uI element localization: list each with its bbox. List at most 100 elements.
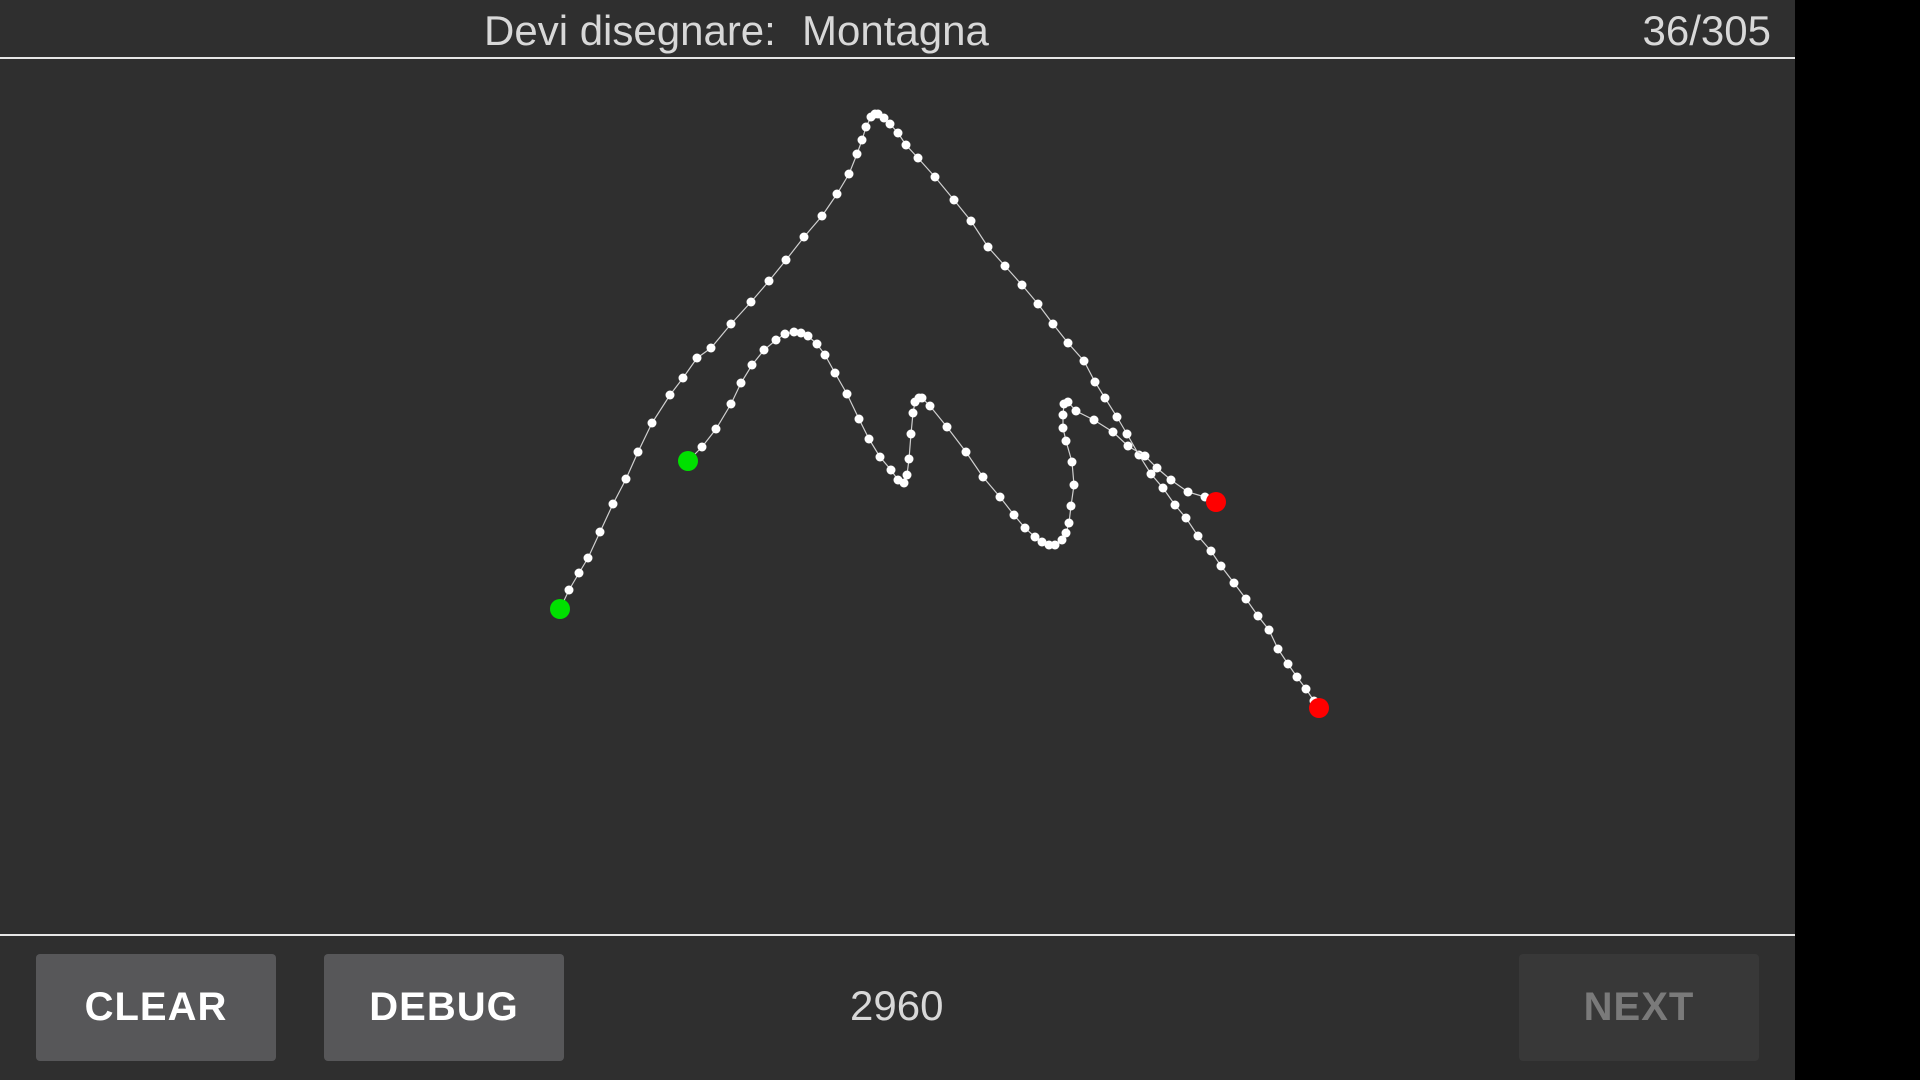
- stroke-point: [736, 378, 746, 388]
- stroke-point: [647, 418, 657, 428]
- stroke-point: [902, 470, 912, 480]
- stroke-point: [678, 373, 688, 383]
- stroke-point: [832, 189, 842, 199]
- stroke-point: [1112, 412, 1122, 422]
- stroke-point: [1067, 457, 1077, 467]
- stroke-point: [906, 429, 916, 439]
- stroke-point: [830, 368, 840, 378]
- stroke-point: [771, 335, 781, 345]
- stroke-point: [621, 474, 631, 484]
- stroke-point: [583, 553, 593, 563]
- stroke-point: [1069, 480, 1079, 490]
- stroke-point: [1181, 513, 1191, 523]
- stroke-point: [893, 128, 903, 138]
- stroke-start-point: [550, 599, 570, 619]
- stroke-point: [917, 393, 927, 403]
- stroke-point: [1264, 625, 1274, 635]
- stroke-point: [1061, 436, 1071, 446]
- stroke-point: [875, 452, 885, 462]
- stroke-point: [1090, 377, 1100, 387]
- stroke-point: [1033, 299, 1043, 309]
- stroke-point: [781, 255, 791, 265]
- stroke-point: [726, 399, 736, 409]
- stroke-point: [844, 169, 854, 179]
- black-side-strip: [1795, 0, 1920, 1080]
- stroke-point: [930, 172, 940, 182]
- stroke-point: [692, 353, 702, 363]
- stroke-point: [1050, 540, 1060, 550]
- toolbar-divider: [0, 934, 1795, 936]
- stroke-point: [1063, 338, 1073, 348]
- stroke-point: [1152, 463, 1162, 473]
- stroke-point: [1123, 441, 1133, 451]
- stroke-end-point: [1206, 492, 1226, 512]
- stroke-point: [901, 140, 911, 150]
- stroke-point: [1292, 672, 1302, 682]
- stroke-point: [966, 216, 976, 226]
- stroke-point: [574, 568, 584, 578]
- stroke-point: [1146, 469, 1156, 479]
- stroke-point: [1283, 659, 1293, 669]
- stroke-point: [803, 331, 813, 341]
- stroke-point: [726, 319, 736, 329]
- stroke-point: [759, 345, 769, 355]
- stroke-point: [665, 390, 675, 400]
- stroke-point: [1183, 487, 1193, 497]
- drawing-canvas[interactable]: [0, 59, 1795, 934]
- inner-mountain-stroke: [678, 327, 1226, 550]
- stroke-point: [1066, 501, 1076, 511]
- stroke-point: [1273, 644, 1283, 654]
- stroke-point: [764, 276, 774, 286]
- stroke-point: [864, 434, 874, 444]
- drawing-app-screen: Devi disegnare: Montagna 36/305 CLEAR DE…: [0, 0, 1795, 1080]
- prompt-word: Montagna: [802, 7, 989, 54]
- stroke-point: [1206, 546, 1216, 556]
- stroke-point: [961, 447, 971, 457]
- stroke-point: [595, 527, 605, 537]
- header-bar: Devi disegnare: Montagna 36/305: [0, 0, 1795, 57]
- header-divider: [0, 57, 1795, 59]
- stroke-point: [1216, 561, 1226, 571]
- stroke-point: [1020, 523, 1030, 533]
- stroke-point: [1108, 427, 1118, 437]
- stroke-point: [1061, 528, 1071, 538]
- stroke-point: [857, 135, 867, 145]
- debug-button[interactable]: DEBUG: [324, 954, 564, 1061]
- clear-button[interactable]: CLEAR: [36, 954, 276, 1061]
- stroke-point: [1241, 594, 1251, 604]
- stroke-point: [1100, 393, 1110, 403]
- stroke-path: [559, 113, 1320, 709]
- stroke-point: [1017, 280, 1027, 290]
- stroke-point: [949, 195, 959, 205]
- stroke-point: [1122, 429, 1132, 439]
- stroke-point: [904, 454, 914, 464]
- stroke-point: [1048, 319, 1058, 329]
- stroke-point: [780, 329, 790, 339]
- stroke-point: [899, 478, 909, 488]
- stroke-point: [633, 447, 643, 457]
- stroke-point: [564, 585, 574, 595]
- progress-counter: 36/305: [1642, 7, 1771, 54]
- stroke-point: [908, 408, 918, 418]
- prompt-label: Devi disegnare:: [484, 7, 776, 54]
- strokes-layer: [550, 109, 1329, 718]
- stroke-point: [799, 232, 809, 242]
- stroke-point: [913, 153, 923, 163]
- stroke-point: [1058, 410, 1068, 420]
- stroke-point: [1301, 684, 1311, 694]
- stroke-point: [697, 442, 707, 452]
- score-value: 2960: [850, 982, 944, 1029]
- stroke-point: [885, 119, 895, 129]
- stroke-point: [747, 360, 757, 370]
- stroke-point: [1089, 415, 1099, 425]
- stroke-point: [1166, 475, 1176, 485]
- stroke-point: [789, 327, 799, 337]
- stroke-point: [842, 389, 852, 399]
- stroke-point: [1079, 356, 1089, 366]
- stroke-point: [1058, 423, 1068, 433]
- stroke-point: [608, 499, 618, 509]
- stroke-point: [1140, 451, 1150, 461]
- stroke-point: [886, 465, 896, 475]
- stroke-point: [1063, 397, 1073, 407]
- next-button[interactable]: NEXT: [1519, 954, 1759, 1061]
